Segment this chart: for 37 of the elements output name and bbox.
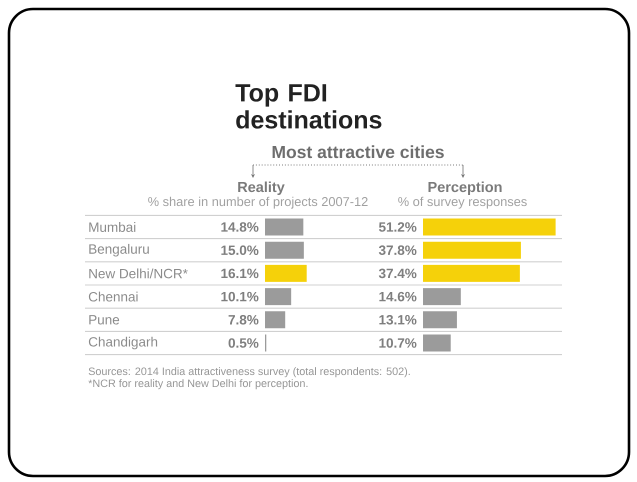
data-label: 15.0%	[221, 245, 258, 255]
bar	[423, 218, 556, 236]
data-label: 13.1%	[379, 315, 416, 325]
chart-title: Reality	[238, 181, 285, 196]
data-label: 37.4%	[378, 268, 416, 278]
source-note: Sources: 2014 India attractiveness survey (total respondents: 502).	[88, 367, 410, 378]
bar	[265, 288, 292, 306]
bar	[265, 311, 286, 328]
data-label: 14.8%	[221, 222, 258, 232]
data-label: 51.2%	[378, 222, 416, 232]
data-label: 0.5%	[228, 338, 258, 348]
data-label: 7.8%	[228, 315, 258, 325]
bar	[423, 334, 451, 352]
data-label: 10.1%	[221, 292, 258, 302]
bar	[423, 242, 521, 259]
text: Most attractive cities	[272, 145, 444, 158]
y-tick-label: Mumbai	[89, 222, 136, 232]
bar	[423, 264, 520, 282]
bar	[265, 218, 304, 236]
y-tick-label: Chennai	[88, 292, 138, 302]
y-tick-label: Pune	[89, 315, 120, 325]
bar	[265, 242, 304, 259]
text: *NCR for reality and New Delhi for perception.	[88, 379, 308, 390]
bar	[423, 288, 461, 306]
data-label: 10.7%	[379, 338, 416, 348]
chart-subtitle: % share in number of projects 2007-12	[148, 196, 368, 209]
y-tick-label: New Delhi/NCR*	[89, 268, 188, 278]
y-tick-label: Chandigarh	[88, 336, 158, 350]
bar	[265, 264, 307, 282]
data-label: 37.8%	[378, 245, 416, 255]
y-tick-label: Bengaluru	[89, 244, 149, 256]
chart-subtitle: % of survey responses	[398, 196, 527, 209]
data-label: 14.6%	[379, 292, 416, 302]
chart-title: Perception	[428, 181, 502, 196]
data-label: 16.1%	[221, 268, 258, 278]
bar	[423, 311, 457, 328]
text: Top FDI destinations	[235, 84, 382, 129]
